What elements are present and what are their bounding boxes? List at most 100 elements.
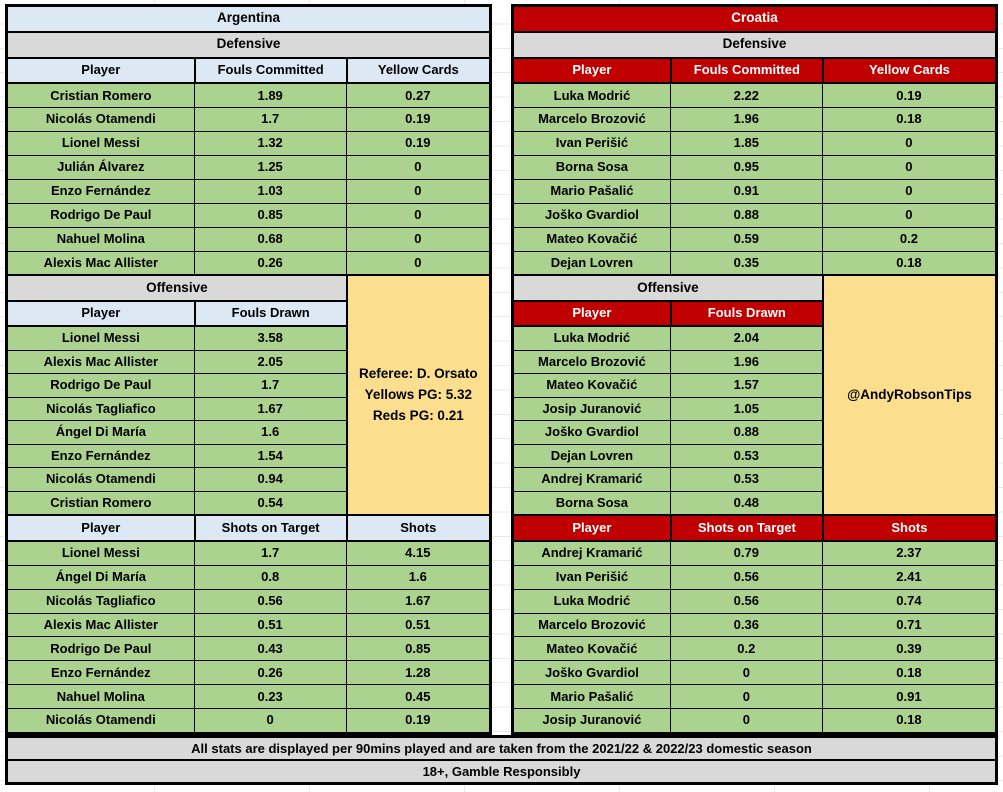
table-row: Josip Juranović 1.05 (514, 396, 822, 421)
yellow-cards-value: 0 (345, 251, 489, 275)
player-name: Marcelo Brozović (538, 616, 646, 632)
shots-value: 1.28 (345, 661, 489, 685)
croatia-defensive-rows: Luka Modrić 2.22 0.19 Marcelo Brozović 1… (514, 82, 995, 275)
yellow-cards-value: 0.27 (345, 84, 489, 108)
player-name: Nahuel Molina (56, 230, 145, 246)
player-name: Marcelo Brozović (538, 353, 646, 369)
shots-on-target-column-header: Shots on Target (193, 516, 346, 540)
shots-column-header: Shots (821, 516, 995, 540)
player-name: Luka Modrić (553, 592, 631, 608)
fouls-drawn-value: 1.54 (193, 444, 346, 468)
argentina-offensive-section-row: Offensive (8, 276, 346, 300)
shots-value: 0.19 (345, 709, 489, 732)
yellow-cards-value: 0 (345, 179, 489, 203)
yellow-cards-value: 0.19 (821, 84, 995, 108)
shots-value: 0.91 (821, 685, 995, 709)
table-row: Borna Sosa 0.95 0 (514, 154, 995, 179)
yellow-cards-column-header: Yellow Cards (345, 58, 489, 83)
table-row: Nahuel Molina 0.68 0 (8, 226, 489, 251)
shots-on-target-value: 0.79 (669, 541, 822, 565)
yellow-cards-column-header: Yellow Cards (821, 58, 995, 83)
player-name: Borna Sosa (555, 494, 628, 510)
croatia-offensive-table: Offensive Player Fouls Drawn Luka Modrić… (514, 276, 822, 515)
table-row: Rodrigo De Paul 0.85 0 (8, 202, 489, 227)
player-column-header: Player (81, 305, 121, 321)
croatia-defensive-section-row: Defensive (514, 30, 995, 57)
player-name: Rodrigo De Paul (50, 377, 152, 393)
player-name: Nicolás Otamendi (45, 712, 156, 728)
shots-value: 0.51 (345, 613, 489, 637)
table-row: Joško Gvardiol 0 0.18 (514, 660, 995, 685)
player-name: Ivan Perišić (555, 569, 629, 585)
player-name: Cristian Romero (50, 87, 152, 103)
fouls-drawn-value: 1.7 (193, 374, 346, 397)
shots-on-target-value: 0.36 (669, 613, 822, 637)
fouls-drawn-value: 0.53 (669, 444, 822, 468)
table-row: Mateo Kovačić 0.2 0.39 (514, 636, 995, 661)
shots-on-target-value: 0 (669, 709, 822, 732)
player-name: Ángel Di María (55, 569, 146, 585)
fouls-drawn-value: 1.67 (193, 397, 346, 421)
table-row: Luka Modrić 2.04 (514, 327, 822, 350)
table-row: Julián Álvarez 1.25 0 (8, 154, 489, 179)
player-name: Enzo Fernández (51, 447, 151, 463)
fouls-committed-value: 1.96 (669, 108, 822, 132)
yellow-cards-value: 0.18 (821, 108, 995, 132)
player-name: Alexis Mac Allister (43, 353, 159, 369)
fouls-drawn-value: 1.96 (669, 350, 822, 374)
fouls-committed-value: 1.85 (669, 132, 822, 155)
player-name: Dejan Lovren (550, 447, 634, 463)
player-column-header: Player (572, 519, 612, 535)
croatia-panel: Croatia Defensive Player Fouls Committed… (511, 4, 998, 735)
argentina-defensive-section-row: Defensive (8, 30, 489, 57)
fouls-committed-value: 1.89 (193, 84, 346, 108)
yellow-cards-value: 0 (345, 203, 489, 227)
player-name: Mario Pašalić (550, 688, 634, 704)
shots-value: 0.71 (821, 613, 995, 637)
shots-value: 4.15 (345, 541, 489, 565)
player-column-header: Player (81, 62, 121, 78)
table-row: Borna Sosa 0.48 (514, 490, 822, 515)
fouls-committed-value: 0.91 (669, 179, 822, 203)
table-row: Nicolás Tagliafico 1.67 (8, 396, 346, 421)
twitter-handle: @AndyRobsonTips (847, 386, 972, 402)
table-row: Ivan Perišić 1.85 0 (514, 131, 995, 155)
team-title: Croatia (514, 7, 995, 31)
table-row: Ivan Perišić 0.56 2.41 (514, 564, 995, 589)
table-row: Enzo Fernández 1.54 (8, 443, 346, 468)
table-row: Alexis Mac Allister 0.51 0.51 (8, 612, 489, 637)
shots-on-target-value: 0.23 (193, 685, 346, 709)
footer: All stats are displayed per 90mins playe… (5, 735, 998, 785)
player-name: Mario Pašalić (550, 183, 634, 199)
fouls-drawn-value: 1.6 (193, 421, 346, 444)
table-row: Nicolás Otamendi 0 0.19 (8, 708, 489, 732)
fouls-drawn-value: 2.04 (669, 327, 822, 350)
croatia-shooting-rows: Andrej Kramarić 0.79 2.37 Ivan Perišić 0… (514, 539, 995, 733)
referee-note-line: Reds PG: 0.21 (372, 407, 464, 423)
player-column-header: Player (572, 305, 612, 321)
argentina-team-header-row: Argentina (8, 7, 489, 31)
croatia-defensive-column-headers: Player Fouls Committed Yellow Cards (514, 56, 995, 83)
fouls-committed-value: 1.7 (193, 108, 346, 132)
responsible-gambling-note: 18+, Gamble Responsibly (8, 759, 995, 782)
defensive-section-label: Defensive (8, 32, 489, 57)
player-name: Nicolás Otamendi (45, 111, 156, 127)
argentina-offensive-rows: Lionel Messi 3.58 Alexis Mac Allister 2.… (8, 325, 346, 515)
player-name: Dejan Lovren (550, 254, 634, 270)
shots-on-target-column-header: Shots on Target (669, 516, 822, 540)
table-row: Lionel Messi 1.7 4.15 (8, 541, 489, 565)
shots-value: 1.6 (345, 565, 489, 589)
player-name: Borna Sosa (555, 159, 629, 175)
player-name: Joško Gvardiol (544, 207, 639, 223)
shots-on-target-value: 0.2 (669, 637, 822, 661)
fouls-drawn-column-header: Fouls Drawn (669, 301, 822, 326)
table-row: Marcelo Brozović 1.96 0.18 (514, 107, 995, 132)
player-name: Mateo Kovačić (546, 230, 638, 246)
shots-value: 0.39 (821, 637, 995, 661)
player-name: Lionel Messi (61, 135, 140, 151)
player-column-header: Player (81, 519, 121, 535)
table-row: Alexis Mac Allister 0.26 0 (8, 250, 489, 275)
player-name: Lionel Messi (61, 545, 140, 561)
shots-on-target-value: 0.56 (669, 589, 822, 613)
